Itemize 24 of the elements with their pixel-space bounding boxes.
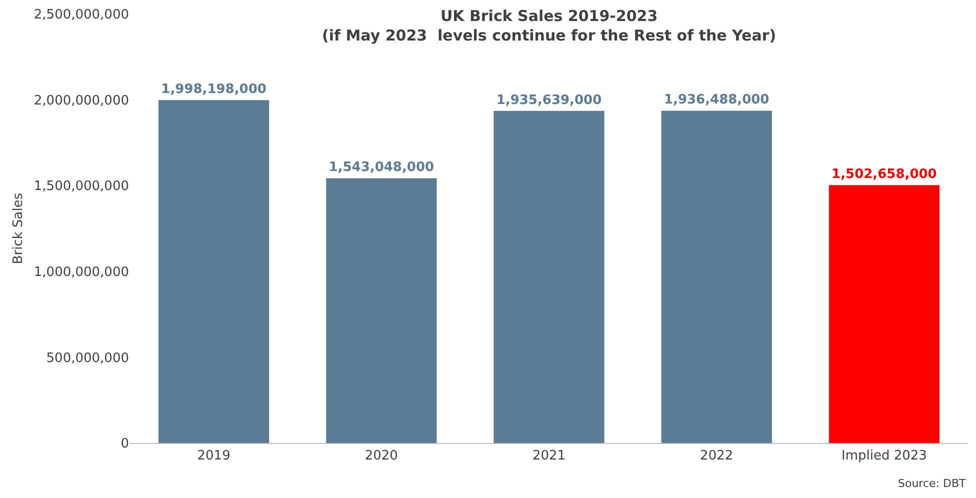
bar (661, 110, 772, 443)
y-tick-label: 1,500,000,000 (34, 179, 129, 194)
y-tick-label: 2,000,000,000 (34, 93, 129, 108)
x-tick-label: Implied 2023 (841, 448, 927, 464)
x-tick-label: 2019 (197, 448, 230, 464)
chart-title: UK Brick Sales 2019-2023 (if May 2023 levels continue for the Rest of the Year) (322, 7, 776, 44)
data-label: 1,502,658,000 (832, 167, 937, 182)
bar (326, 178, 437, 443)
y-tick-label: 500,000,000 (46, 350, 129, 366)
y-tick-label: 1,000,000,000 (34, 264, 129, 280)
x-tick-label: 2020 (364, 448, 398, 464)
x-tick-label: 2022 (700, 448, 734, 464)
source-note: Source: DBT (898, 477, 966, 490)
y-axis-title: Brick Sales (10, 192, 26, 264)
data-label: 1,543,048,000 (328, 160, 434, 176)
bar (494, 110, 604, 443)
y-tick-label: 0 (120, 436, 129, 452)
data-label: 1,998,198,000 (161, 82, 266, 98)
bar (158, 100, 270, 443)
bar (828, 185, 940, 443)
y-tick-label: 2,500,000,000 (34, 8, 129, 23)
x-tick-label: 2021 (532, 448, 566, 464)
data-label: 1,935,639,000 (496, 92, 602, 108)
data-label: 1,936,488,000 (664, 92, 770, 108)
